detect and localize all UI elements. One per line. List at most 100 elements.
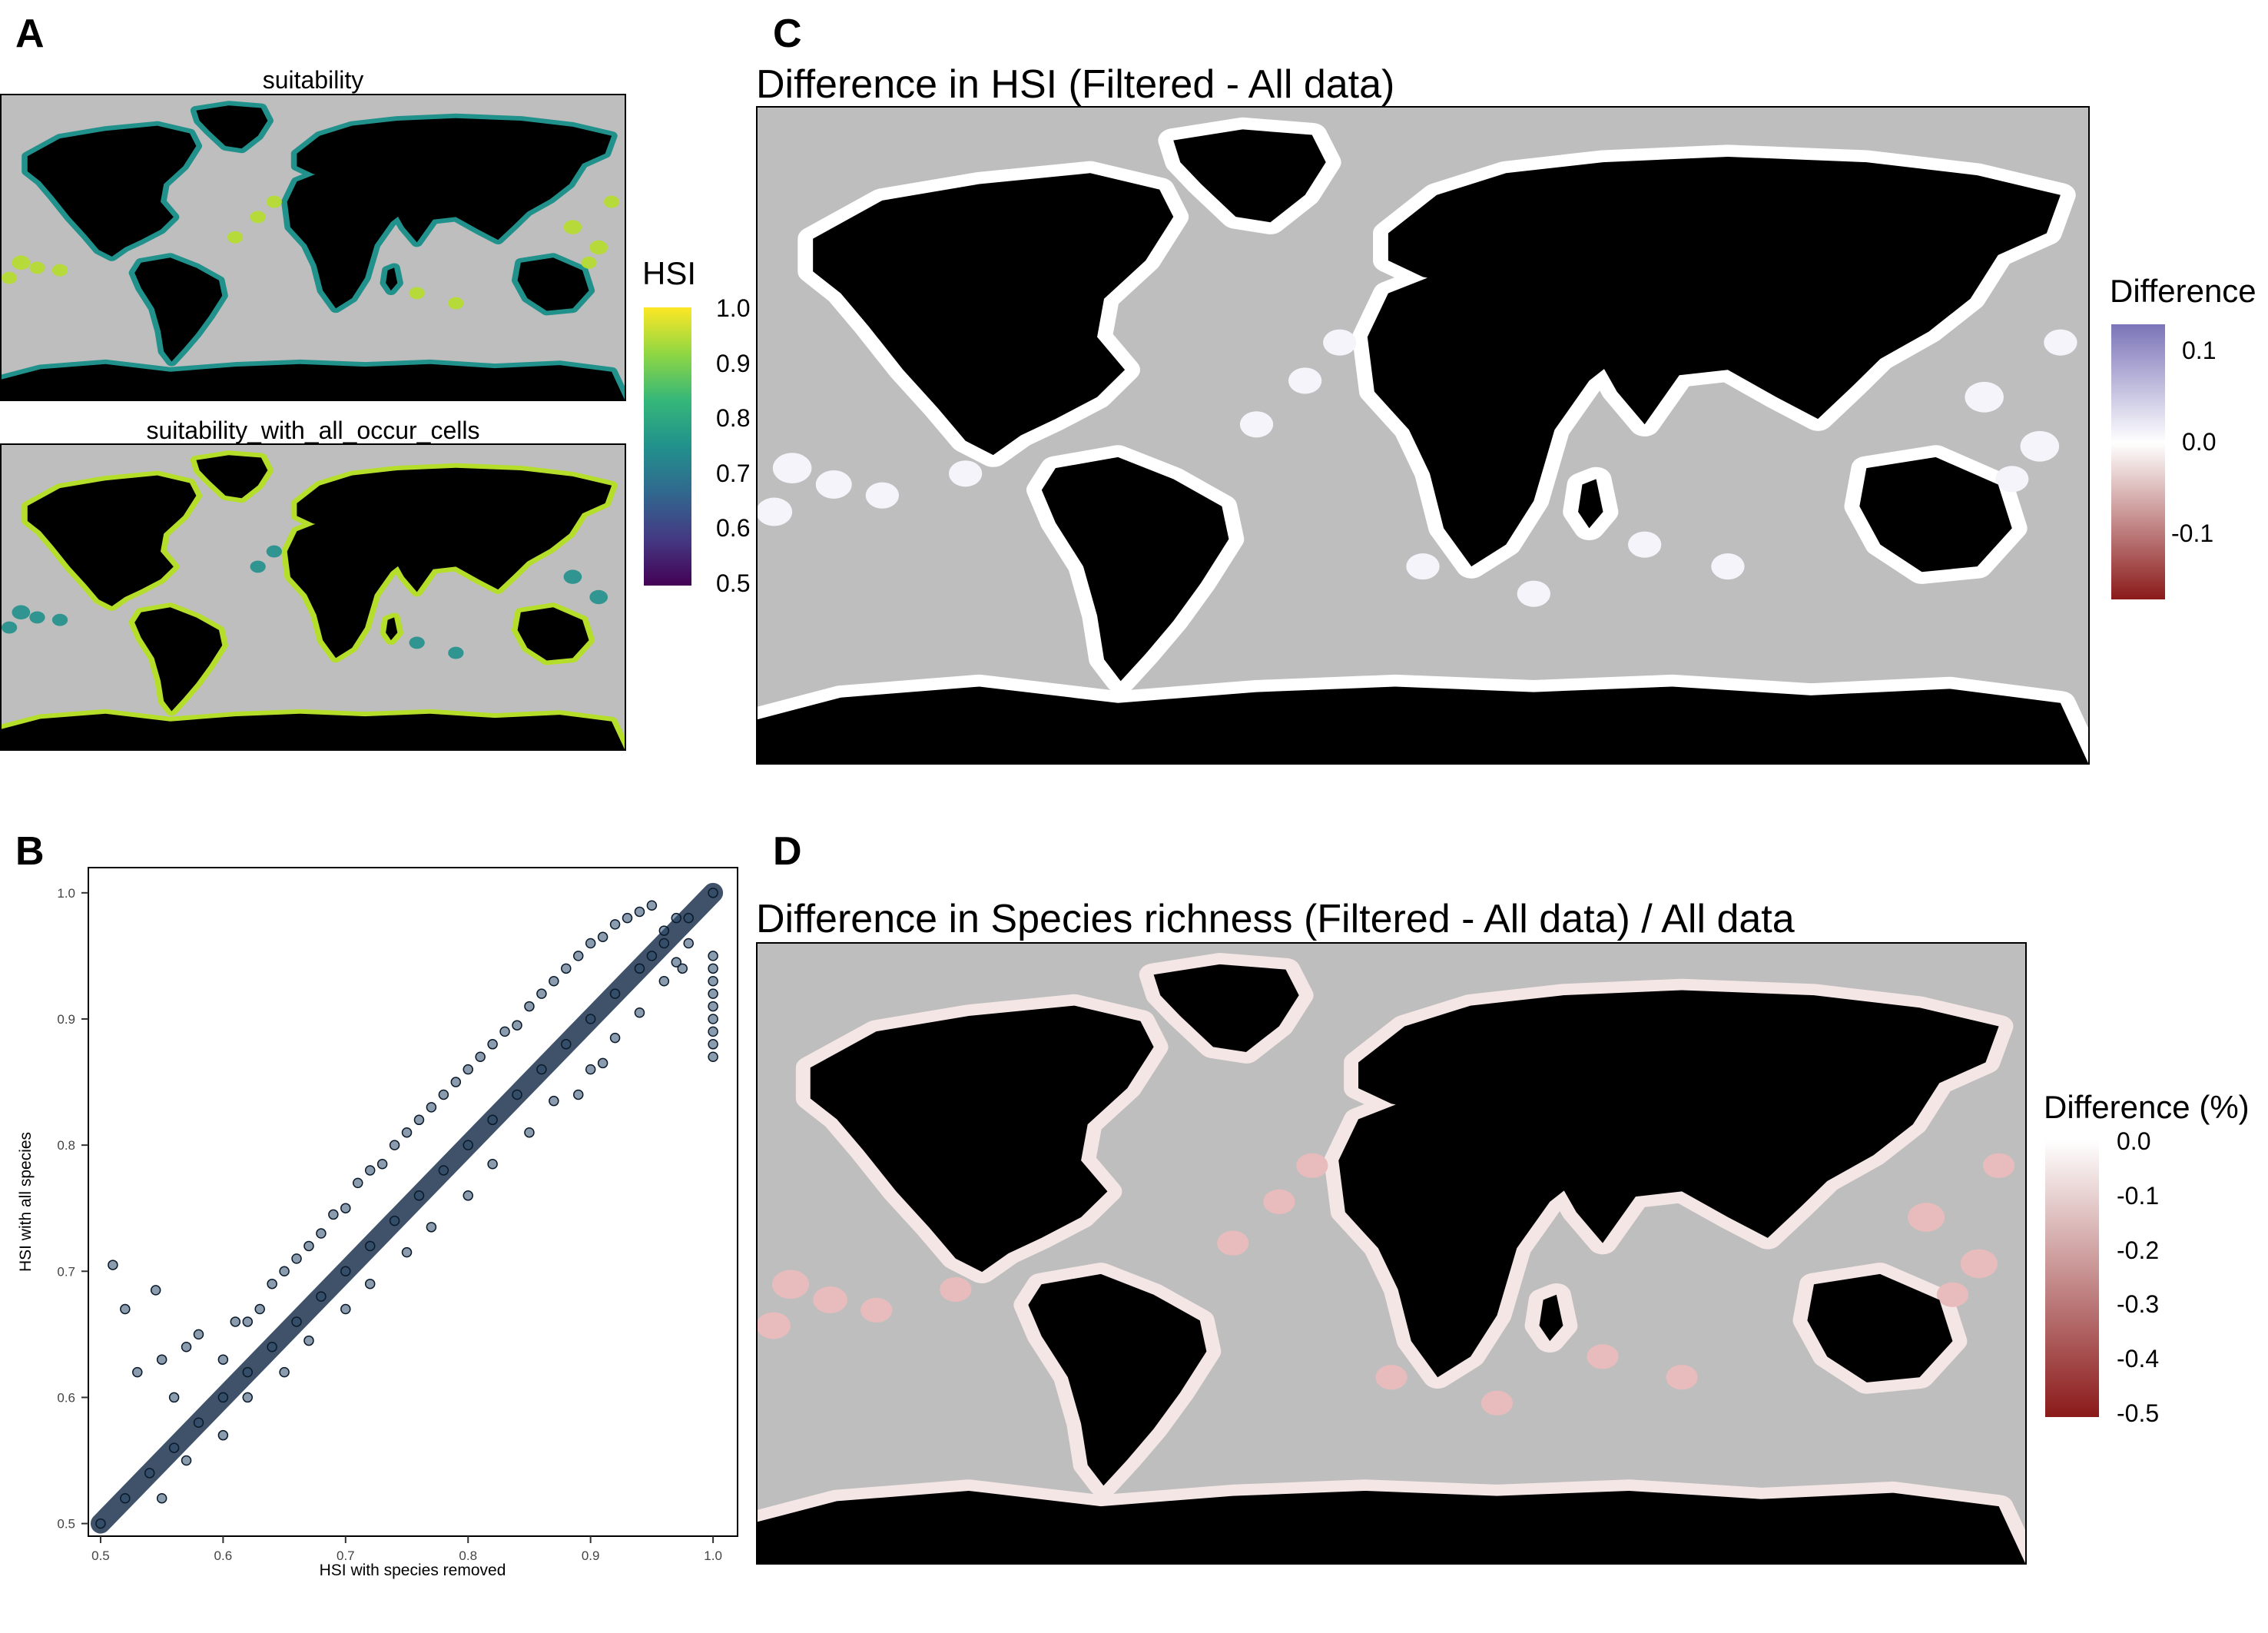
scatter-point xyxy=(475,1051,486,1062)
scatter-point xyxy=(536,1064,547,1075)
hsi-legend-title: HSI xyxy=(642,255,697,291)
scatter-point xyxy=(181,1342,192,1353)
scatter-point xyxy=(524,1001,535,1012)
scatter-point xyxy=(438,1089,449,1100)
scatter-point xyxy=(487,1039,498,1050)
difference-pct-legend-tick-label: -0.3 xyxy=(2117,1290,2160,1319)
scatter-point xyxy=(499,1026,510,1037)
scatter-point xyxy=(150,1285,161,1296)
scatter-point xyxy=(120,1303,131,1315)
scatter-point xyxy=(634,1007,645,1018)
scatter-x-tick-label: 0.5 xyxy=(91,1548,110,1563)
difference-pct-legend-tick-label: 0.0 xyxy=(2117,1127,2151,1155)
scatter-point xyxy=(242,1392,254,1403)
scatter-point xyxy=(340,1303,351,1315)
difference-pct-legend-tick-label: -0.2 xyxy=(2117,1236,2160,1264)
panel-a-bottom-subtitle: suitability_with_all_occur_cells xyxy=(146,417,480,444)
panel-d-title: Difference in Species richness (Filtered… xyxy=(756,897,1795,941)
scatter-x-tick-label: 0.9 xyxy=(582,1548,600,1563)
scatter-y-tick-label: 0.8 xyxy=(57,1138,75,1153)
scatter-point xyxy=(609,1032,621,1044)
scatter-point xyxy=(291,1316,302,1327)
scatter-x-tick-label: 0.7 xyxy=(337,1548,355,1563)
scatter-point xyxy=(671,912,682,924)
scatter-y-tick-label: 0.6 xyxy=(57,1390,75,1405)
hsi-legend-tick-label: 0.6 xyxy=(716,514,751,543)
scatter-point xyxy=(242,1316,254,1327)
scatter-point xyxy=(634,906,645,918)
scatter-point xyxy=(585,1014,596,1024)
scatter-point xyxy=(597,1057,608,1069)
scatter-point xyxy=(658,938,670,949)
scatter-point xyxy=(193,1329,204,1340)
scatter-point xyxy=(438,1165,449,1176)
scatter-points xyxy=(90,882,724,1534)
scatter-point xyxy=(193,1417,204,1429)
scatter-axes: 0.5 0.6 0.7 0.8 0.9 1.0 0.5 0.6 0.7 0.8 0.9 1.0 xyxy=(57,886,722,1563)
panel-c-label: C xyxy=(773,12,802,56)
hsi-colorbar xyxy=(644,307,691,586)
difference-legend-tick-label: 0.1 xyxy=(2182,336,2217,364)
scatter-point xyxy=(230,1316,241,1327)
panel-d-label: D xyxy=(773,829,802,874)
scatter-point xyxy=(401,1127,413,1138)
scatter-point xyxy=(708,988,718,999)
scatter-point xyxy=(646,900,658,911)
scatter-point xyxy=(463,1140,473,1150)
scatter-y-tick-label: 0.7 xyxy=(57,1264,75,1279)
scatter-point xyxy=(658,975,670,987)
scatter-point xyxy=(181,1455,192,1466)
difference-legend-tick-label: -0.1 xyxy=(2171,519,2214,548)
scatter-point xyxy=(303,1240,314,1252)
panel-b-scatter-plot: 0.5 0.6 0.7 0.8 0.9 1.0 0.5 0.6 0.7 0.8 0.9 1.0 HSI… xyxy=(17,867,738,1579)
scatter-point xyxy=(622,912,633,924)
scatter-point xyxy=(364,1165,376,1176)
scatter-y-tick-label: 1.0 xyxy=(57,886,75,901)
panel-b-label: B xyxy=(15,829,45,874)
scatter-point xyxy=(389,1140,400,1150)
scatter-point xyxy=(487,1114,498,1126)
scatter-point xyxy=(426,1222,437,1233)
scatter-point xyxy=(572,1089,584,1100)
scatter-point xyxy=(217,1392,229,1403)
scatter-point xyxy=(108,1260,118,1270)
difference-colorbar xyxy=(2111,324,2165,599)
scatter-point xyxy=(328,1209,339,1220)
scatter-point xyxy=(95,1518,106,1529)
panel-a-top-subtitle: suitability xyxy=(262,66,364,94)
scatter-point xyxy=(512,1089,522,1100)
difference-legend-title: Difference xyxy=(2110,273,2256,309)
scatter-point xyxy=(120,1493,131,1504)
scatter-point xyxy=(572,951,584,961)
hsi-legend-tick-label: 0.7 xyxy=(716,459,751,487)
scatter-point xyxy=(549,1095,559,1107)
difference-pct-colorbar xyxy=(2045,1140,2099,1417)
scatter-point xyxy=(677,963,688,974)
difference-pct-legend-tick-label: -0.4 xyxy=(2117,1345,2160,1373)
difference-pct-legend-title: Difference (%) xyxy=(2044,1089,2250,1125)
scatter-y-tick-label: 0.9 xyxy=(57,1012,75,1027)
hsi-legend-tick-label: 0.8 xyxy=(716,404,751,433)
difference-pct-legend-tick-label: -0.5 xyxy=(2117,1399,2160,1427)
scatter-point xyxy=(634,963,645,974)
scatter-point xyxy=(683,938,694,949)
scatter-point xyxy=(487,1159,498,1170)
scatter-point xyxy=(426,1102,437,1113)
scatter-frame xyxy=(88,867,738,1537)
scatter-point xyxy=(708,888,718,898)
scatter-point xyxy=(585,938,596,949)
scatter-point xyxy=(671,957,682,968)
scatter-point xyxy=(242,1366,254,1378)
scatter-x-tick-label: 1.0 xyxy=(704,1548,722,1563)
scatter-point xyxy=(658,925,670,936)
scatter-point xyxy=(708,1014,718,1024)
difference-pct-legend-tick-label: -0.1 xyxy=(2117,1181,2160,1210)
scatter-point xyxy=(413,1190,425,1201)
scatter-point xyxy=(463,1190,473,1201)
hsi-legend-tick-label: 0.5 xyxy=(716,569,751,597)
scatter-y-tick-label: 0.5 xyxy=(57,1517,75,1532)
scatter-point xyxy=(450,1077,462,1087)
scatter-point xyxy=(279,1266,290,1277)
scatter-point xyxy=(279,1366,290,1378)
scatter-point-band xyxy=(90,882,724,1534)
